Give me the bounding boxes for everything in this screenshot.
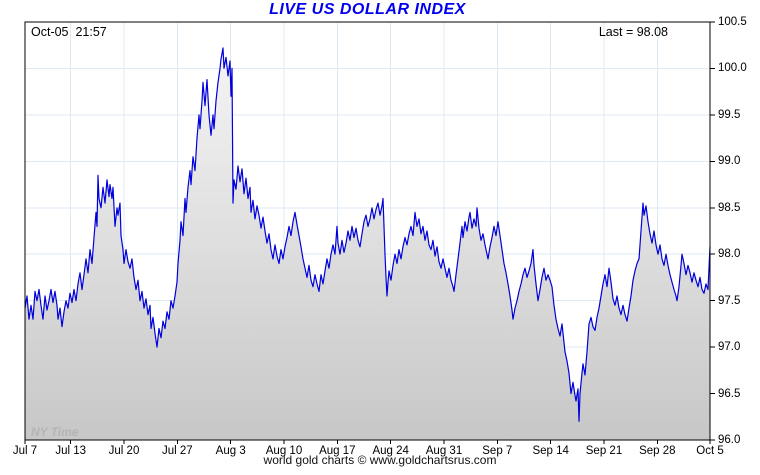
y-axis-label: 98.5 bbox=[718, 201, 741, 214]
x-axis-label: Sep 7 bbox=[482, 445, 513, 457]
y-axis-label: 98.0 bbox=[718, 248, 741, 261]
x-axis-label: Aug 31 bbox=[425, 445, 463, 457]
x-axis-label: Oct 5 bbox=[696, 445, 724, 457]
price-line bbox=[24, 47, 711, 422]
y-axis-label: 100.0 bbox=[718, 62, 747, 75]
x-axis-label: Aug 3 bbox=[215, 445, 246, 457]
x-axis-label: Jul 27 bbox=[161, 445, 193, 457]
chart-timestamp: Oct-05 21:57 bbox=[31, 25, 107, 39]
plot-border bbox=[24, 21, 711, 441]
y-axis-label: 97.5 bbox=[718, 294, 741, 307]
y-axis-label: 99.0 bbox=[718, 155, 741, 168]
x-axis-label: Jul 7 bbox=[12, 445, 38, 457]
y-axis-label: 96.5 bbox=[718, 387, 741, 400]
x-axis-label: Aug 17 bbox=[319, 445, 356, 457]
y-axis-label: 100.5 bbox=[718, 16, 747, 28]
area-fill bbox=[25, 48, 710, 440]
page-title: LIVE US DOLLAR INDEX bbox=[269, 1, 466, 18]
x-axis-label: Sep 28 bbox=[639, 445, 676, 457]
x-axis-label: Jul 20 bbox=[108, 445, 140, 457]
x-axis-label: Aug 10 bbox=[265, 445, 303, 457]
timezone-note: NY Time bbox=[31, 425, 79, 439]
y-axis-label: 99.5 bbox=[718, 108, 741, 121]
y-axis-label: 97.0 bbox=[718, 341, 741, 354]
y-axis-label: 96.0 bbox=[718, 434, 741, 446]
chart-credit: world gold charts © www.goldchartsrus.co… bbox=[263, 453, 497, 467]
x-axis-label: Jul 13 bbox=[55, 445, 87, 457]
x-axis-label: Sep 21 bbox=[585, 445, 623, 457]
x-axis-label: Aug 24 bbox=[372, 445, 409, 457]
x-axis-label: Sep 14 bbox=[532, 445, 569, 457]
last-price-readout: Last = 98.08 bbox=[598, 25, 668, 39]
